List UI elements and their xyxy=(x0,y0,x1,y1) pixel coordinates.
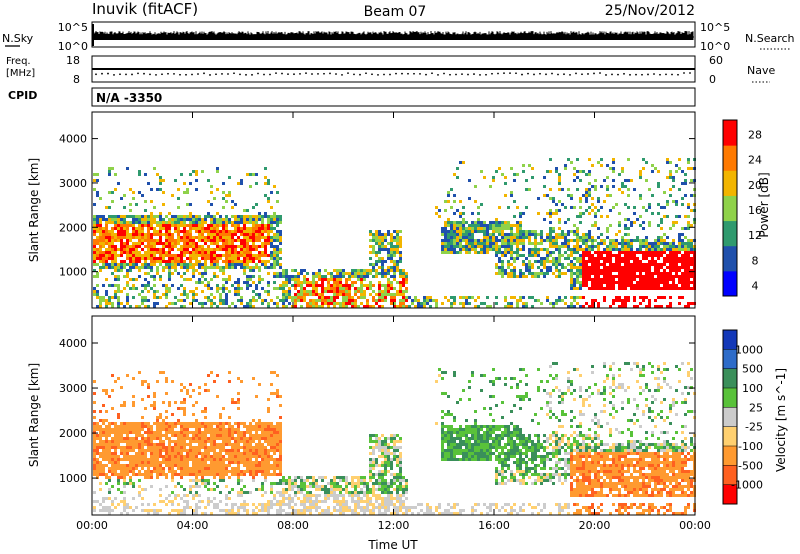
colorbar-segment xyxy=(723,195,737,222)
colorbar-segment xyxy=(723,446,737,466)
velocity-colorbar-label: Velocity [m s^-1] xyxy=(774,368,788,472)
velocity-colorbar: 1000 500 100 25 -25 -100 -500 -1000 xyxy=(722,329,763,505)
colorbar-tick-label: 16 xyxy=(748,204,762,217)
colorbar-segment xyxy=(723,484,737,505)
colorbar-segment xyxy=(723,120,737,146)
colorbar-tick-label: -500 xyxy=(738,459,763,472)
x-tick-label: 04:00 xyxy=(177,519,209,532)
colorbar-tick-label: 12 xyxy=(748,229,762,242)
colorbar-segment xyxy=(723,270,737,297)
colorbar-tick-label: 20 xyxy=(748,179,762,192)
colorbar-tick-label: 4 xyxy=(752,279,759,292)
power-panel: 1000 2000 3000 4000 Slant Range [km] 4 8 12 16… xyxy=(27,111,771,309)
freq-panel: Freq. [MHz] 18 8 60 0 Nave CPID xyxy=(6,54,775,102)
colorbar-segment xyxy=(723,220,737,247)
freq-unit-label: [MHz] xyxy=(6,68,35,79)
velocity-heatmap xyxy=(93,362,696,515)
nave-trace xyxy=(95,72,691,76)
colorbar-segment xyxy=(723,407,737,428)
cpid-row: N/A -3350 xyxy=(91,87,696,107)
colorbar-tick-label: 1000 xyxy=(735,343,763,356)
x-tick-label: 00:00 xyxy=(76,519,108,532)
x-tick-label: 16:00 xyxy=(478,519,510,532)
cpid-value: N/A -3350 xyxy=(96,91,162,105)
colorbar-segment xyxy=(723,245,737,272)
nave-tick-low: 0 xyxy=(709,73,716,86)
x-tick-label: 12:00 xyxy=(378,519,410,532)
colorbar-segment xyxy=(723,388,737,408)
y-tick-label: 1000 xyxy=(59,266,87,279)
power-colorbar: 4 8 12 16 20 24 28 xyxy=(722,119,762,297)
y-tick-label: 3000 xyxy=(59,177,87,190)
colorbar-tick-label: 24 xyxy=(748,154,762,167)
freq-label: Freq. xyxy=(6,56,31,67)
power-colorbar-label: Power [dB] xyxy=(757,172,771,237)
nave-tick-high: 60 xyxy=(709,54,723,67)
colorbar-tick-label: 100 xyxy=(742,382,763,395)
date-title: 25/Nov/2012 xyxy=(605,3,695,19)
colorbar-segment xyxy=(723,368,737,389)
colorbar-segment xyxy=(723,145,737,171)
colorbar-tick-label: -100 xyxy=(738,440,763,453)
station-title: Inuvik (fitACF) xyxy=(92,0,198,18)
sky-tick-high: 10^5 xyxy=(58,21,88,34)
colorbar-segment xyxy=(723,170,737,196)
sky-panel: N.Sky 10^5 10^0 10^5 10^0 N.Search xyxy=(2,21,795,53)
freq-tick-low: 8 xyxy=(73,73,80,86)
power-ylabel: Slant Range [km] xyxy=(27,158,41,262)
colorbar-tick-label: 28 xyxy=(748,129,762,142)
y-tick-label: 4000 xyxy=(59,133,87,146)
colorbar-segment xyxy=(723,426,737,447)
colorbar-tick-label: 500 xyxy=(742,363,763,376)
freq-tick-high: 18 xyxy=(66,54,80,67)
x-tick-label: 20:00 xyxy=(579,519,611,532)
velocity-ylabel: Slant Range [km] xyxy=(27,363,41,467)
y-tick-label: 3000 xyxy=(59,382,87,395)
nave-right-label: Nave xyxy=(747,64,775,77)
y-tick-label: 1000 xyxy=(59,472,87,485)
x-tick-label: 08:00 xyxy=(277,519,309,532)
colorbar-tick-label: -1000 xyxy=(731,479,763,492)
power-heatmap xyxy=(93,158,696,308)
cpid-label: CPID xyxy=(8,89,37,102)
beam-title: Beam 07 xyxy=(364,4,427,20)
y-tick-label: 2000 xyxy=(59,427,87,440)
colorbar-tick-label: 25 xyxy=(749,401,763,414)
y-tick-label: 4000 xyxy=(59,337,87,350)
y-tick-label: 2000 xyxy=(59,221,87,234)
colorbar-tick-label: -25 xyxy=(745,421,763,434)
colorbar-tick-label: 8 xyxy=(752,254,759,267)
x-tick-label: 00:00 xyxy=(679,519,711,532)
colorbar-segment xyxy=(723,349,737,370)
colorbar-segment xyxy=(723,330,737,350)
velocity-panel: 1000 2000 3000 4000 00:00 04:00 08:00 12:00 16:… xyxy=(27,315,788,552)
sky-tick-low: 10^0 xyxy=(58,40,88,53)
sky-left-label: N.Sky xyxy=(2,32,34,45)
search-right-label: N.Search xyxy=(745,32,795,45)
colorbar-segment xyxy=(723,465,737,486)
time-axis-label: Time UT xyxy=(367,538,418,552)
search-tick-high: 10^5 xyxy=(700,21,730,34)
search-tick-low: 10^0 xyxy=(700,40,730,53)
